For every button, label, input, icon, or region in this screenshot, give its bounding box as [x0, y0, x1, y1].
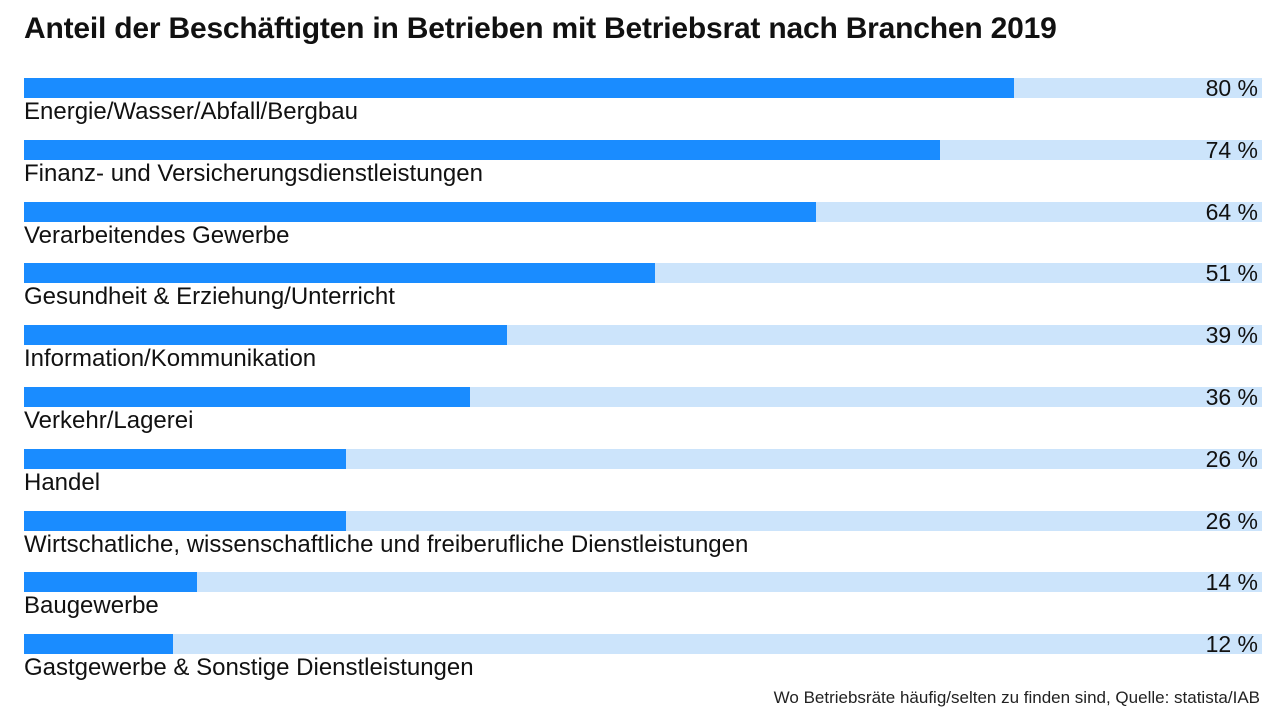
bar [24, 139, 940, 160]
bar-track [24, 572, 1262, 593]
bar-row: 64 % Verarbeitendes Gewerbe [0, 198, 1280, 264]
bar [24, 572, 197, 593]
category-label: Gastgewerbe & Sonstige Dienstleistungen [24, 654, 474, 682]
bar-row: 12 % Gastgewerbe & Sonstige Dienstleistun… [0, 631, 1280, 696]
bar [24, 263, 655, 284]
category-label: Handel [24, 468, 101, 496]
bar-value-label: 12 % [1205, 631, 1258, 658]
category-label: Verkehr/Lagerei [24, 407, 194, 434]
bar-track [24, 139, 1262, 160]
bar-row: 39 % Information/Kommunikation [0, 322, 1280, 387]
bar-track [24, 201, 1262, 222]
bar-value-label: 74 % [1205, 136, 1258, 163]
source-note: Wo Betriebsräte häufig/selten zu finden … [773, 688, 1260, 707]
bar-row: 26 % Handel [0, 445, 1280, 511]
category-label: Verarbeitendes Gewerbe [24, 221, 290, 249]
chart-title: Anteil der Beschäftigten in Betrieben mi… [24, 12, 1057, 45]
bar-track [24, 634, 1262, 655]
bar [24, 448, 346, 469]
bar [24, 325, 507, 346]
bar-value-label: 14 % [1205, 569, 1258, 596]
bar [24, 510, 346, 531]
bar-row: 74 % Finanz- und Versicherungsdienstleist… [0, 136, 1280, 202]
category-label: Energie/Wasser/Abfall/Bergbau [24, 98, 358, 125]
category-label: Baugewerbe [24, 592, 159, 620]
bar-track [24, 387, 1262, 407]
bar-track [24, 78, 1262, 98]
bar-row: 26 % Wirtschatliche, wissenschaftliche un… [0, 507, 1280, 573]
category-label: Wirtschatliche, wissenschaftliche und fr… [24, 530, 749, 558]
bar-track [24, 510, 1262, 531]
bar-row: 51 % Gesundheit & Erziehung/Unterricht [0, 260, 1280, 325]
bar [24, 634, 173, 655]
bar-row: 14 % Baugewerbe [0, 569, 1280, 634]
bar [24, 387, 470, 407]
bar-track [24, 448, 1262, 469]
bar-value-label: 26 % [1205, 445, 1258, 472]
bar-value-label: 26 % [1205, 507, 1258, 534]
bar-row: 80 % Energie/Wasser/Abfall/Bergbau [0, 75, 1280, 140]
category-label: Finanz- und Versicherungsdienstleistunge… [24, 159, 483, 187]
category-label: Gesundheit & Erziehung/Unterricht [24, 283, 395, 311]
bar-track [24, 325, 1262, 346]
bar-value-label: 51 % [1205, 260, 1258, 287]
bar-value-label: 36 % [1205, 384, 1258, 410]
category-label: Information/Kommunikation [24, 345, 317, 373]
bar-value-label: 80 % [1205, 75, 1258, 101]
bar [24, 201, 816, 222]
bar-value-label: 64 % [1205, 198, 1258, 225]
bar-track [24, 263, 1262, 284]
bar-row: 36 % Verkehr/Lagerei [0, 384, 1280, 449]
bar-value-label: 39 % [1205, 322, 1258, 349]
bar [24, 78, 1014, 98]
